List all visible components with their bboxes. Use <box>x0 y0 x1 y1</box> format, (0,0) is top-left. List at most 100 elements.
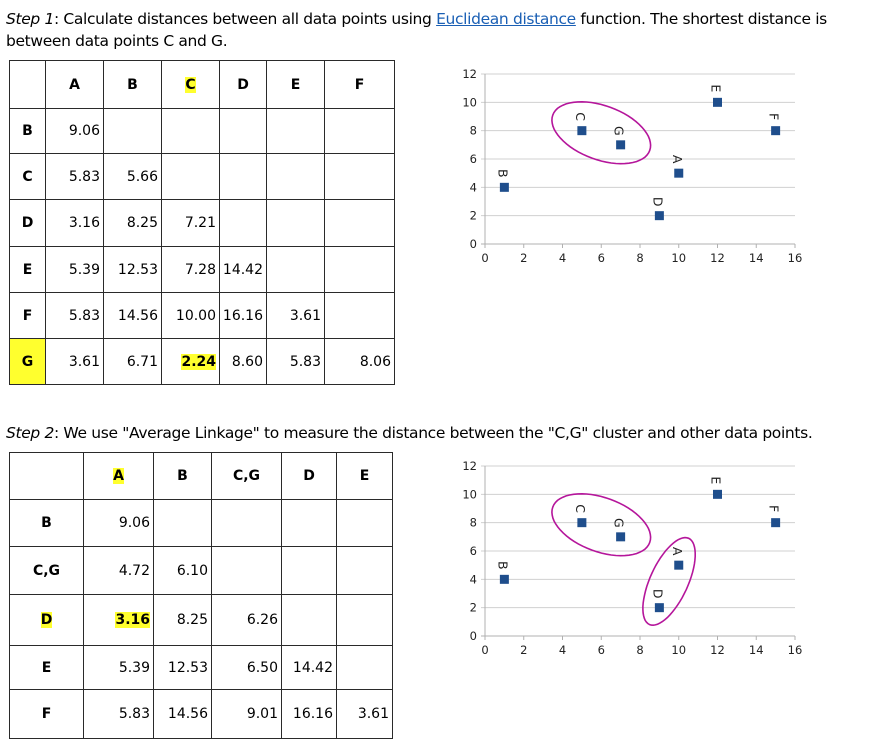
data-label-e: E <box>709 84 724 92</box>
step1-column-header: A <box>45 60 104 109</box>
table-cell: 3.16 <box>83 594 154 646</box>
y-tick-label: 10 <box>462 95 477 109</box>
table-cell: 5.83 <box>45 153 104 200</box>
step1-row-header: G <box>9 338 46 385</box>
table-cell: 9.06 <box>45 108 104 154</box>
euclidean-distance-link[interactable]: Euclidean distance <box>436 10 576 28</box>
step1-row-header: F <box>9 292 46 339</box>
data-label-g: G <box>612 518 627 528</box>
table-cell <box>336 594 393 646</box>
table-cell: 14.42 <box>219 246 267 293</box>
table-cell: 9.01 <box>211 689 282 739</box>
table-cell: 2.24 <box>161 338 220 385</box>
table-cell <box>281 594 337 646</box>
table-row: B 9.06 <box>9 499 393 547</box>
data-point-d <box>654 603 664 613</box>
step1-distance-table: A B C D E F B 9.06 C 5.83 5.66 D 3.16 8.25 7.21 E 5.39 12… <box>9 60 395 385</box>
table-cell: 16.16 <box>219 292 267 339</box>
table-cell: 3.16 <box>45 199 104 247</box>
table-cell: 12.53 <box>103 246 162 293</box>
table-cell: 7.28 <box>161 246 220 293</box>
data-label-g: G <box>612 126 627 136</box>
step1-paragraph: Step 1: Calculate distances between all … <box>6 8 890 52</box>
table-cell: 8.60 <box>219 338 267 385</box>
data-point-b <box>499 182 509 192</box>
table-cell <box>219 108 267 154</box>
y-tick-label: 8 <box>470 516 477 530</box>
table-cell <box>266 153 325 200</box>
table-row: E 5.39 12.53 6.50 14.42 <box>9 645 393 690</box>
y-tick-label: 6 <box>470 544 477 558</box>
table-cell <box>103 108 162 154</box>
x-tick-label: 14 <box>749 643 764 657</box>
table-cell: 8.25 <box>153 594 212 646</box>
table-cell: 3.61 <box>266 292 325 339</box>
table-cell: 5.83 <box>45 292 104 339</box>
data-label-a: A <box>670 547 685 556</box>
step1-column-header: B <box>103 60 162 109</box>
step2-text: : We use "Average Linkage" to measure th… <box>53 424 813 442</box>
table-cell: 5.39 <box>45 246 104 293</box>
x-tick-label: 10 <box>671 643 686 657</box>
data-label-b: B <box>495 169 510 178</box>
data-point-b <box>499 574 509 584</box>
step2-row-header: E <box>9 645 84 690</box>
table-cell <box>324 246 395 293</box>
data-label-b: B <box>495 561 510 570</box>
x-tick-label: 0 <box>481 643 488 657</box>
table-row: F 5.83 14.56 9.01 16.16 3.61 <box>9 689 393 739</box>
x-tick-label: 6 <box>598 251 605 265</box>
table-cell <box>336 499 393 547</box>
cluster-outline <box>551 100 652 165</box>
data-point-f <box>771 126 781 136</box>
x-tick-label: 12 <box>710 643 725 657</box>
data-label-f: F <box>767 113 782 120</box>
cluster-outline <box>551 492 652 557</box>
data-label-a: A <box>670 155 685 164</box>
y-tick-label: 2 <box>470 601 477 615</box>
data-label-d: D <box>650 589 665 599</box>
step2-row-header: D <box>9 594 84 646</box>
table-cell: 5.83 <box>83 689 154 739</box>
table-row: C 5.83 5.66 <box>9 153 395 200</box>
step2-row-header: C,G <box>9 546 84 595</box>
step2-label: Step 2 <box>6 424 54 442</box>
y-tick-label: 0 <box>470 629 477 643</box>
step2-column-header: A <box>83 452 154 500</box>
y-tick-label: 8 <box>470 124 477 138</box>
y-tick-label: 4 <box>470 180 477 194</box>
step1-text-after: function. The shortest distance is betwe… <box>6 10 827 50</box>
table-cell: 6.10 <box>153 546 212 595</box>
step2-column-header: B <box>153 452 212 500</box>
table-cell: 16.16 <box>281 689 337 739</box>
x-tick-label: 8 <box>636 251 643 265</box>
table-row: D 3.16 8.25 7.21 <box>9 199 395 247</box>
step1-column-header: E <box>266 60 325 109</box>
table-cell: 8.06 <box>324 338 395 385</box>
table-cell: 7.21 <box>161 199 220 247</box>
table-cell <box>324 108 395 154</box>
data-point-d <box>654 211 664 221</box>
step1-row-header: D <box>9 199 46 247</box>
table-cell <box>266 108 325 154</box>
y-tick-label: 0 <box>470 237 477 251</box>
x-tick-label: 16 <box>788 251 803 265</box>
step1-label: Step 1 <box>6 10 54 28</box>
step2-column-header: E <box>336 452 393 500</box>
table-cell <box>219 199 267 247</box>
step1-corner-cell <box>9 60 46 109</box>
cluster-outline <box>642 536 696 627</box>
step2-distance-table: A B C,G D E B 9.06 C,G 4.72 6.10 D 3.16 8.25 6.26 E 5.3… <box>9 452 393 739</box>
table-cell <box>324 153 395 200</box>
table-cell <box>161 108 220 154</box>
table-row: B 9.06 <box>9 108 395 154</box>
table-cell <box>219 153 267 200</box>
table-cell: 3.61 <box>45 338 104 385</box>
data-point-c <box>577 518 587 528</box>
table-cell: 5.39 <box>83 645 154 690</box>
x-tick-label: 14 <box>749 251 764 265</box>
step2-row-header: F <box>9 689 84 739</box>
table-cell <box>266 199 325 247</box>
x-tick-label: 4 <box>559 251 566 265</box>
data-label-d: D <box>650 197 665 207</box>
